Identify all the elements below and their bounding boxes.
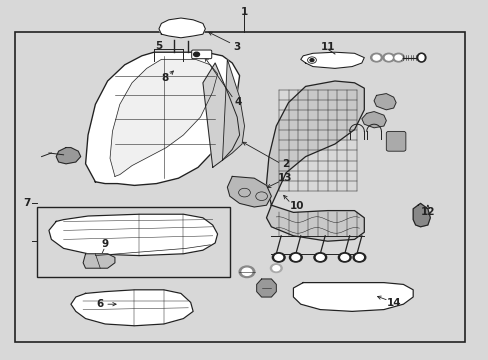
Polygon shape — [71, 290, 193, 326]
Bar — [37, 207, 229, 277]
Text: 8: 8 — [162, 73, 168, 83]
Text: 12: 12 — [420, 207, 434, 217]
Circle shape — [355, 255, 363, 260]
Polygon shape — [266, 205, 364, 241]
Text: 14: 14 — [386, 298, 401, 308]
Polygon shape — [203, 63, 239, 167]
Circle shape — [274, 255, 282, 260]
Text: 1: 1 — [241, 6, 247, 17]
Text: 10: 10 — [289, 201, 304, 211]
Text: 4: 4 — [234, 96, 242, 107]
Circle shape — [313, 253, 326, 262]
Ellipse shape — [416, 53, 425, 62]
Polygon shape — [373, 94, 395, 110]
Polygon shape — [300, 52, 364, 68]
Text: 7: 7 — [23, 198, 31, 208]
Circle shape — [352, 253, 365, 262]
Circle shape — [385, 55, 391, 60]
Text: 13: 13 — [277, 173, 292, 183]
Circle shape — [370, 53, 382, 62]
Polygon shape — [256, 279, 276, 297]
Text: 11: 11 — [320, 42, 334, 52]
Ellipse shape — [418, 55, 423, 60]
Text: 3: 3 — [233, 42, 240, 52]
Circle shape — [239, 266, 254, 278]
Circle shape — [272, 266, 279, 271]
Circle shape — [270, 264, 282, 273]
Polygon shape — [412, 203, 429, 227]
Polygon shape — [227, 176, 271, 207]
Circle shape — [382, 53, 394, 62]
Polygon shape — [83, 254, 115, 268]
Polygon shape — [56, 148, 81, 164]
Polygon shape — [361, 112, 386, 128]
Circle shape — [272, 253, 285, 262]
Bar — [15, 32, 464, 342]
Polygon shape — [49, 214, 217, 256]
Circle shape — [242, 268, 251, 275]
Circle shape — [340, 255, 348, 260]
Circle shape — [338, 253, 350, 262]
Polygon shape — [222, 59, 244, 160]
FancyBboxPatch shape — [386, 131, 405, 151]
Circle shape — [394, 55, 401, 60]
Polygon shape — [159, 18, 205, 38]
Circle shape — [193, 52, 199, 57]
Text: 5: 5 — [155, 41, 162, 51]
Text: 9: 9 — [102, 239, 108, 249]
Circle shape — [309, 59, 313, 62]
Circle shape — [372, 55, 379, 60]
Polygon shape — [110, 59, 217, 176]
Circle shape — [289, 253, 302, 262]
FancyBboxPatch shape — [191, 50, 211, 59]
Polygon shape — [266, 81, 364, 205]
Polygon shape — [85, 52, 239, 185]
Circle shape — [316, 255, 324, 260]
Text: 6: 6 — [97, 299, 103, 309]
Circle shape — [392, 53, 404, 62]
Circle shape — [291, 255, 299, 260]
Polygon shape — [293, 283, 412, 311]
Text: 2: 2 — [282, 159, 289, 169]
